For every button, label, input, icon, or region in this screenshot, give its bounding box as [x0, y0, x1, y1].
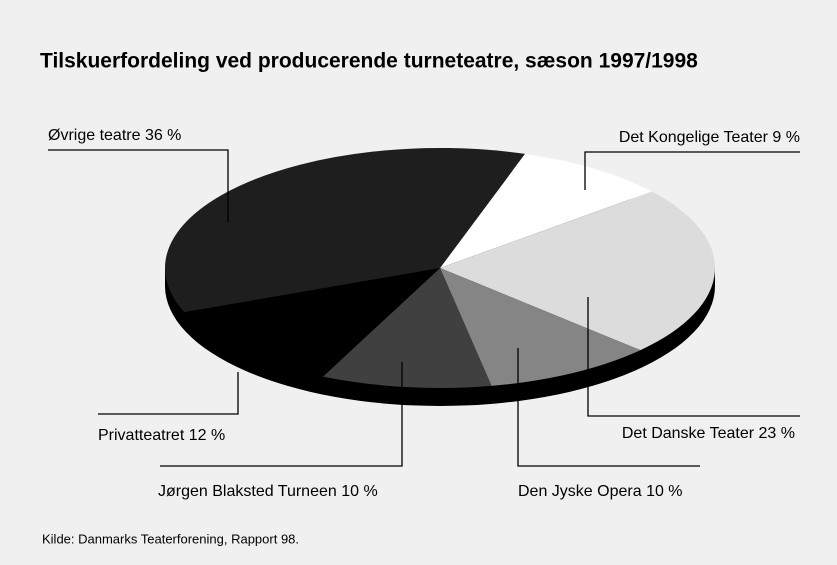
pie-slice: [440, 153, 652, 268]
slice-category: Privatteatret: [98, 427, 185, 444]
source-note: Kilde: Danmarks Teaterforening, Rapport …: [42, 531, 299, 546]
slice-label: Øvrige teatre 36 %: [48, 127, 181, 144]
slice-label: Det Danske Teater 23 %: [622, 425, 795, 442]
slice-label: Jørgen Blaksted Turneen 10 %: [158, 483, 378, 500]
leader-line: [98, 372, 239, 415]
chart-title: Tilskuerfordeling ved producerende turne…: [40, 50, 698, 73]
slice-category: Øvrige teatre: [48, 127, 141, 144]
slice-value-label: 10 %: [341, 483, 377, 500]
slice-category: Jørgen Blaksted Turneen: [158, 483, 337, 500]
pie-slice: [440, 191, 716, 351]
leader-line: [48, 149, 229, 222]
pie-slice: [164, 148, 525, 313]
leader-line: [587, 297, 800, 417]
leader-line: [517, 348, 700, 467]
pie-slice: [184, 268, 440, 377]
slice-category: Det Kongelige Teater: [619, 129, 769, 146]
pie-slice: [440, 268, 641, 386]
pie-slice: [322, 268, 492, 388]
slice-value-label: 36 %: [145, 127, 181, 144]
slice-category: Det Danske Teater: [622, 425, 755, 442]
slice-category: Den Jyske Opera: [518, 483, 642, 500]
leader-line: [584, 151, 800, 190]
slice-value-label: 12 %: [189, 427, 225, 444]
slice-label: Den Jyske Opera 10 %: [518, 483, 683, 500]
slice-value-label: 23 %: [759, 425, 795, 442]
leader-line: [160, 362, 403, 467]
slice-value-label: 10 %: [646, 483, 682, 500]
slice-value-label: 9 %: [772, 129, 800, 146]
slice-label: Privatteatret 12 %: [98, 427, 225, 444]
slice-label: Det Kongelige Teater 9 %: [619, 129, 800, 146]
